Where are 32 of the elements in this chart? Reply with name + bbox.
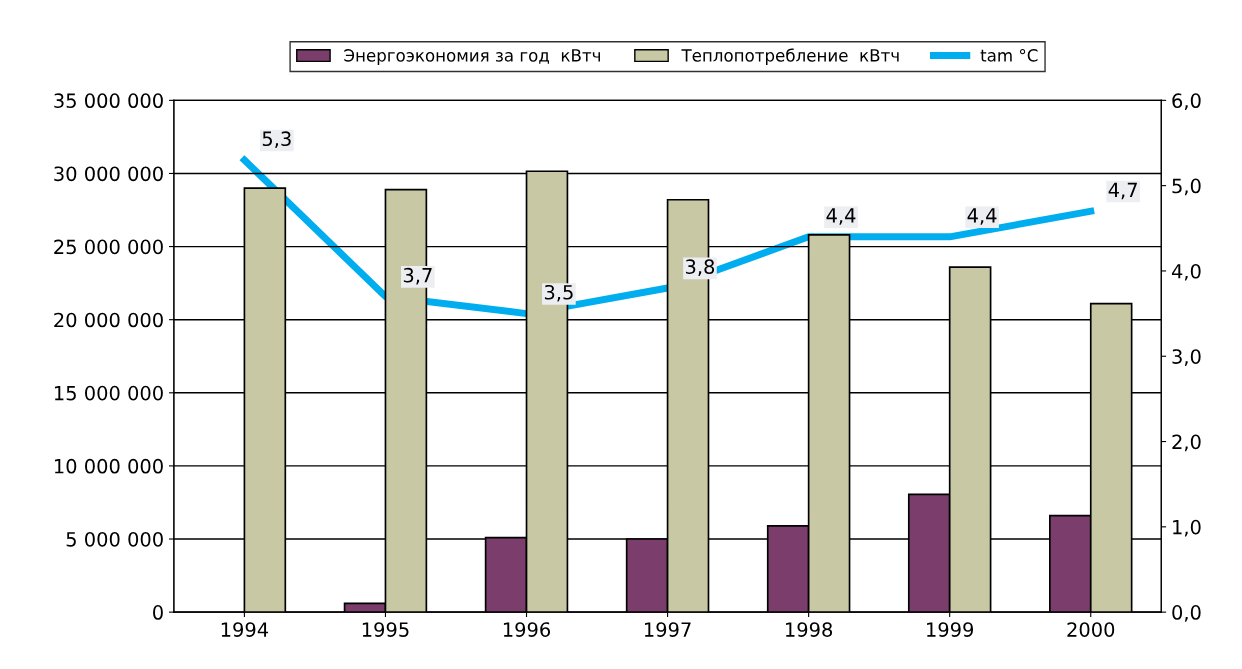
y2-tick-label: 5,0	[1172, 178, 1201, 196]
x-tick-label: 1997	[644, 622, 691, 637]
y-tick-label: 35 000 000	[54, 93, 163, 109]
x-tick-label: 1996	[503, 622, 551, 637]
y-tick-label: 30 000 000	[54, 166, 163, 182]
data-label: 4,7	[1108, 182, 1137, 200]
x-tick-label: 1995	[362, 622, 409, 637]
y-tick-label: 5 000 000	[66, 531, 163, 547]
y-tick-label: 15 000 000	[54, 385, 163, 401]
y-tick-label: 20 000 000	[54, 312, 163, 328]
y2-tick-label: 2,0	[1172, 434, 1201, 452]
x-tick-label: 1994	[221, 622, 269, 637]
y2-tick-label: 6,0	[1172, 93, 1201, 110]
x-tick-label: 2000	[1067, 622, 1115, 637]
y2-tick-label: 1,0	[1173, 519, 1201, 537]
y-tick-label: 0	[153, 605, 163, 620]
data-label: 4,4	[826, 208, 856, 225]
data-label: 3,7	[403, 267, 432, 285]
legend-label: Энергоэкономия за год кВтч	[344, 49, 600, 65]
legend-label: tam °C	[980, 49, 1038, 62]
y-tick-label: 10 000 000	[54, 458, 163, 474]
legend-label: Теплопотребление кВтч	[681, 48, 899, 65]
data-label: 3,8	[685, 259, 715, 276]
y2-tick-label: 0,0	[1172, 605, 1201, 622]
y2-tick-label: 3,0	[1172, 349, 1201, 366]
y2-tick-label: 4,0	[1171, 263, 1201, 281]
x-tick-label: 1999	[927, 622, 974, 637]
data-label: 5,3	[262, 131, 291, 149]
data-label: 3,5	[544, 284, 573, 302]
x-tick-label: 1998	[786, 622, 833, 637]
data-label: 4,4	[967, 208, 997, 225]
y-tick-label: 25 000 000	[54, 239, 163, 255]
